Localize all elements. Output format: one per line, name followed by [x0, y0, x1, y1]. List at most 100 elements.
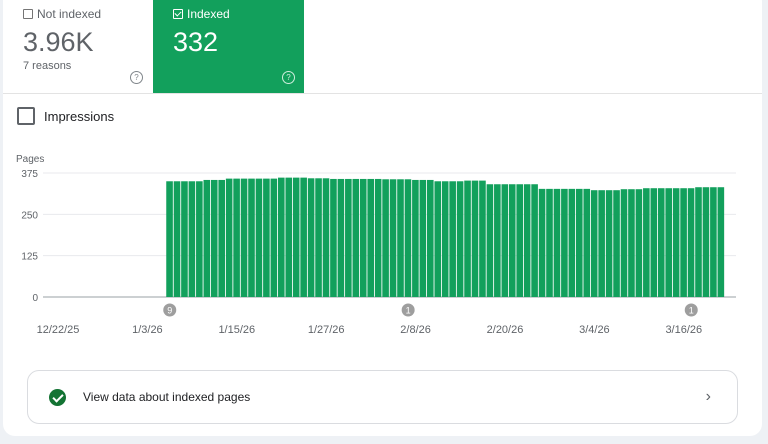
bar: [203, 179, 211, 297]
bar: [635, 189, 643, 297]
x-tick-label: 1/15/26: [218, 324, 255, 336]
bar: [516, 184, 523, 297]
bar: [300, 177, 307, 297]
annotation-label: 9: [167, 306, 172, 316]
bar: [352, 178, 360, 297]
bar: [449, 181, 456, 297]
chevron-right-icon: ›: [705, 388, 711, 405]
divider: [3, 93, 762, 94]
bar: [583, 188, 591, 297]
bar: [657, 188, 665, 297]
impressions-label: Impressions: [44, 108, 115, 124]
bar: [650, 188, 658, 297]
indexed-tile[interactable]: Indexed 332 ?: [153, 0, 304, 93]
bar: [181, 181, 188, 297]
bar: [412, 179, 419, 297]
bar: [561, 188, 568, 297]
bar: [687, 188, 695, 297]
bar: [218, 179, 225, 297]
y-tick-label: 375: [21, 169, 38, 180]
bar: [389, 179, 397, 297]
x-tick-label: 3/16/26: [665, 324, 702, 336]
bar: [523, 184, 531, 297]
bar: [233, 178, 240, 297]
help-icon[interactable]: ?: [282, 71, 295, 84]
bar: [695, 187, 702, 297]
bar: [345, 178, 352, 297]
indexed-value: 332: [173, 27, 219, 57]
bar: [292, 177, 300, 297]
bar: [434, 181, 442, 297]
bar: [263, 178, 270, 297]
impressions-toggle[interactable]: Impressions: [17, 107, 114, 125]
bar: [546, 188, 553, 297]
y-tick-label: 125: [21, 252, 38, 263]
bar: [576, 188, 583, 297]
bar: [486, 184, 494, 297]
bar: [568, 188, 576, 297]
not-indexed-tile[interactable]: Not indexed 3.96K 7 reasons ?: [3, 0, 152, 93]
bar: [404, 179, 412, 297]
bar: [210, 179, 218, 297]
bar: [702, 187, 710, 297]
bar: [330, 178, 337, 297]
x-tick-label: 2/8/26: [400, 324, 431, 336]
bar: [508, 184, 516, 297]
checkbox-icon[interactable]: [17, 107, 35, 125]
bar: [628, 189, 635, 297]
bar: [553, 188, 561, 297]
bar: [605, 190, 613, 297]
bar: [196, 181, 203, 297]
bar: [173, 181, 181, 297]
x-tick-label: 1/3/26: [132, 324, 163, 336]
bar: [307, 178, 315, 297]
annotation-marker: [401, 303, 415, 317]
help-icon[interactable]: ?: [130, 71, 143, 84]
bar: [337, 178, 345, 297]
bar: [464, 180, 471, 297]
x-tick-label: 3/4/26: [579, 324, 610, 336]
view-indexed-pages-link[interactable]: View data about indexed pages ›: [27, 370, 738, 424]
checkbox-checked-icon[interactable]: [173, 9, 183, 19]
x-tick-label: 1/27/26: [308, 324, 345, 336]
bar: [643, 188, 650, 297]
bar: [225, 178, 233, 297]
bar: [248, 178, 255, 297]
bar: [240, 178, 248, 297]
not-indexed-reasons: 7 reasons: [23, 60, 72, 72]
bar: [285, 177, 293, 297]
bar: [270, 178, 278, 297]
bar: [613, 190, 620, 297]
bar: [598, 190, 605, 297]
bar: [680, 188, 687, 297]
bar: [471, 180, 479, 297]
bar: [441, 181, 449, 297]
checkbox-icon[interactable]: [23, 9, 33, 19]
x-tick-label: 12/22/25: [37, 324, 80, 336]
check-circle-icon: [49, 388, 66, 406]
y-tick-label: 250: [21, 210, 38, 221]
bar: [456, 181, 464, 297]
bar: [359, 178, 367, 297]
bar: [531, 184, 538, 297]
page-indexing-card: Not indexed 3.96K 7 reasons ? Indexed 33…: [3, 0, 762, 436]
x-tick-label: 2/20/26: [487, 324, 524, 336]
bar: [397, 179, 404, 297]
annotation-label: 1: [406, 306, 411, 316]
bar: [188, 181, 196, 297]
bar: [494, 184, 501, 297]
bar: [672, 188, 680, 297]
bar: [322, 178, 330, 297]
bar: [590, 190, 598, 297]
bar: [419, 179, 427, 297]
bar: [427, 179, 434, 297]
bar: [166, 181, 173, 297]
y-axis-label: Pages: [16, 154, 44, 165]
bar: [717, 187, 725, 297]
bar: [710, 187, 717, 297]
indexed-label: Indexed: [187, 7, 230, 21]
bar: [374, 178, 382, 297]
bar: [620, 189, 628, 297]
view-indexed-pages-label: View data about indexed pages: [83, 390, 251, 404]
